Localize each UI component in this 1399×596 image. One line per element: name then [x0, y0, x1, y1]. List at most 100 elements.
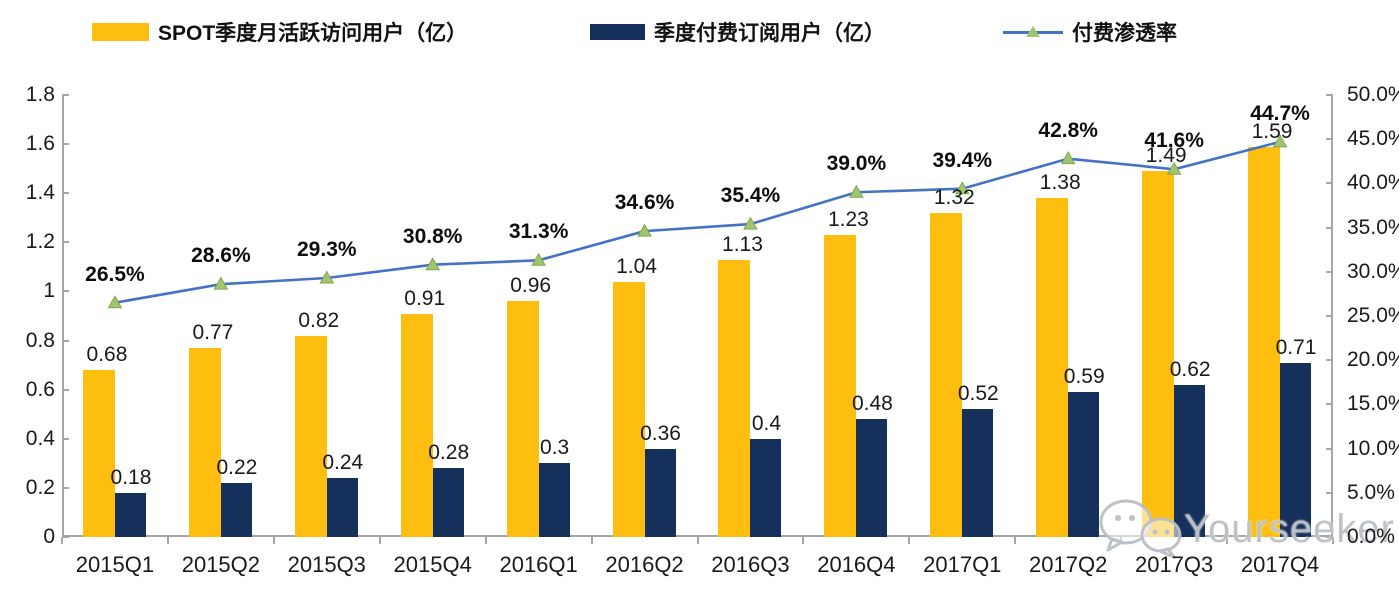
left-axis-tick — [62, 388, 69, 391]
left-axis-tick — [62, 94, 69, 96]
right-axis-tick — [1326, 359, 1333, 362]
legend-item-subscribers: 季度付费订阅用户（亿） — [590, 16, 885, 48]
right-axis-tick-label: 10.0% — [1347, 436, 1399, 460]
mau-bar — [82, 370, 115, 537]
mau-value-label: 0.91 — [404, 286, 446, 310]
mau-value-label: 1.23 — [827, 207, 869, 231]
right-axis-tick-label: 5.0% — [1347, 480, 1395, 504]
left-axis-tick — [62, 192, 69, 195]
left-axis-tick-label: 0.6 — [25, 377, 55, 401]
mau-value-label: 0.68 — [86, 343, 128, 367]
penetration-marker — [743, 216, 758, 230]
mau-bar — [612, 281, 645, 537]
x-axis-label: 2017Q1 — [923, 552, 1002, 577]
subscriber-value-label: 0.24 — [322, 451, 364, 475]
subscriber-bar — [114, 492, 146, 537]
x-axis-label: 2016Q2 — [605, 552, 684, 577]
penetration-marker — [425, 257, 441, 271]
left-axis-tick — [62, 486, 69, 489]
subscriber-value-label: 0.18 — [110, 465, 152, 489]
mau-bar — [930, 212, 963, 537]
penetration-marker — [1166, 161, 1182, 175]
subscriber-bar — [1068, 392, 1100, 537]
subscriber-bar — [538, 463, 570, 537]
subscriber-value-label: 0.62 — [1169, 357, 1211, 381]
x-axis-label: 2017Q3 — [1134, 552, 1214, 577]
right-axis-tick — [1326, 491, 1333, 494]
left-axis-tick-label: 0.4 — [25, 426, 55, 450]
mau-bar — [188, 347, 221, 537]
left-axis-tick-label: 0.8 — [25, 328, 55, 352]
x-axis-label: 2016Q4 — [817, 552, 896, 577]
mau-value-label: 1.59 — [1251, 119, 1293, 143]
penetration-value-label: 34.6% — [614, 191, 675, 215]
x-axis-tick — [1014, 537, 1017, 544]
penetration-value-label: 39.0% — [826, 152, 887, 176]
mau-value-label: 1.04 — [616, 254, 657, 278]
right-axis-tick-label: 20.0% — [1347, 348, 1399, 372]
right-axis-tick-label: 35.0% — [1347, 215, 1399, 239]
mau-bar — [718, 259, 751, 537]
subscriber-legend-label: 季度付费订阅用户（亿） — [654, 22, 885, 45]
penetration-marker — [531, 252, 546, 266]
subscriber-value-label: 0.4 — [751, 411, 782, 435]
mau-bar — [1142, 171, 1175, 537]
penetration-marker — [849, 184, 864, 198]
subscriber-value-label: 0.59 — [1063, 365, 1105, 389]
subscriber-bar — [1280, 362, 1312, 537]
left-axis-tick-label: 1.2 — [25, 230, 55, 254]
mau-legend-swatch — [92, 23, 149, 41]
x-axis-label: 2015Q4 — [393, 552, 472, 577]
x-axis-label: 2016Q1 — [499, 552, 578, 577]
penetration-value-label: 41.6% — [1144, 129, 1204, 153]
penetration-value-label: 44.7% — [1250, 101, 1310, 125]
subscriber-bar — [856, 419, 888, 537]
x-axis-label: 2015Q2 — [181, 552, 261, 577]
x-axis-label: 2017Q2 — [1029, 552, 1108, 577]
penetration-value-label: 28.6% — [191, 244, 251, 268]
penetration-marker — [1060, 151, 1076, 165]
mau-value-label: 1.49 — [1145, 144, 1187, 168]
subscriber-value-label: 0.71 — [1275, 335, 1317, 359]
x-axis-tick — [908, 537, 911, 544]
subscriber-value-label: 0.22 — [216, 455, 258, 479]
x-axis-label: 2015Q3 — [287, 552, 366, 577]
mau-bar — [294, 335, 327, 537]
right-axis-tick-label: 15.0% — [1347, 392, 1399, 416]
penetration-marker — [107, 295, 123, 309]
left-axis-tick-label: 1.4 — [25, 181, 55, 205]
right-axis-tick — [1326, 94, 1333, 96]
subscriber-value-label: 0.28 — [428, 441, 470, 465]
x-axis-tick — [802, 537, 805, 544]
penetration-marker — [1272, 134, 1288, 148]
subscriber-value-label: 0.36 — [640, 421, 681, 445]
left-axis-tick-label: 1.8 — [25, 83, 55, 106]
subscriber-legend-swatch — [590, 24, 645, 40]
mau-value-label: 1.13 — [722, 232, 763, 256]
penetration-legend-marker — [1003, 25, 1063, 39]
x-axis-tick — [272, 537, 275, 544]
mau-value-label: 1.32 — [933, 185, 975, 209]
right-axis-tick — [1326, 182, 1333, 185]
right-axis-tick-label: 30.0% — [1347, 259, 1399, 283]
left-axis-tick — [62, 143, 69, 146]
penetration-value-label: 30.8% — [402, 224, 463, 248]
left-axis-tick-label: 0.2 — [25, 475, 55, 499]
left-axis-tick-label: 1.6 — [25, 132, 55, 156]
x-axis-tick — [61, 537, 63, 544]
x-axis-tick — [1332, 537, 1334, 544]
subscriber-bar — [220, 482, 252, 537]
mau-bar — [506, 301, 539, 537]
right-axis-tick-label: 40.0% — [1347, 171, 1399, 195]
mau-bar — [824, 234, 857, 537]
right-axis-tick — [1326, 536, 1333, 538]
triangle-marker-icon — [1026, 26, 1040, 37]
x-axis-tick — [378, 537, 381, 544]
subscriber-value-label: 0.48 — [851, 392, 893, 416]
subscriber-bar — [750, 438, 782, 537]
left-axis-tick — [62, 437, 69, 440]
subscriber-bar — [1174, 384, 1206, 537]
mau-value-label: 0.82 — [298, 308, 340, 332]
legend-item-penetration: 付费渗透率 — [1003, 16, 1177, 48]
